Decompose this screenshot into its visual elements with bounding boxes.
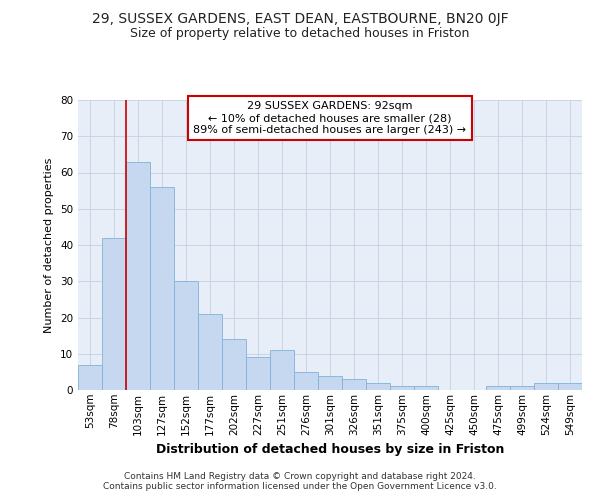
- Bar: [270, 350, 294, 390]
- Bar: [510, 386, 534, 390]
- Bar: [390, 386, 414, 390]
- Bar: [150, 187, 174, 390]
- Bar: [198, 314, 222, 390]
- Bar: [174, 281, 198, 390]
- Text: 29 SUSSEX GARDENS: 92sqm
← 10% of detached houses are smaller (28)
89% of semi-d: 29 SUSSEX GARDENS: 92sqm ← 10% of detach…: [193, 102, 467, 134]
- Bar: [246, 358, 270, 390]
- Bar: [342, 379, 366, 390]
- Bar: [126, 162, 150, 390]
- Text: Contains HM Land Registry data © Crown copyright and database right 2024.: Contains HM Land Registry data © Crown c…: [124, 472, 476, 481]
- Text: Contains public sector information licensed under the Open Government Licence v3: Contains public sector information licen…: [103, 482, 497, 491]
- Bar: [366, 383, 390, 390]
- Bar: [414, 386, 438, 390]
- Text: 29, SUSSEX GARDENS, EAST DEAN, EASTBOURNE, BN20 0JF: 29, SUSSEX GARDENS, EAST DEAN, EASTBOURN…: [92, 12, 508, 26]
- Bar: [318, 376, 342, 390]
- Bar: [558, 383, 582, 390]
- Bar: [534, 383, 558, 390]
- Bar: [78, 364, 102, 390]
- Y-axis label: Number of detached properties: Number of detached properties: [44, 158, 55, 332]
- Bar: [102, 238, 126, 390]
- Bar: [222, 339, 246, 390]
- Bar: [486, 386, 510, 390]
- Text: Size of property relative to detached houses in Friston: Size of property relative to detached ho…: [130, 28, 470, 40]
- Bar: [294, 372, 318, 390]
- X-axis label: Distribution of detached houses by size in Friston: Distribution of detached houses by size …: [156, 443, 504, 456]
